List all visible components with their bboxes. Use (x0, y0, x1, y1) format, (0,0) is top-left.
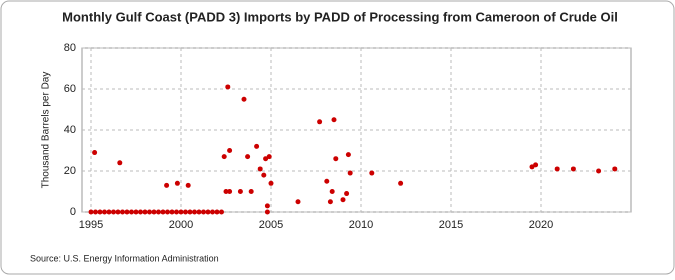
point (344, 191, 350, 197)
point (201, 209, 206, 215)
point (261, 172, 267, 178)
point (329, 189, 335, 194)
point (241, 96, 247, 102)
point (133, 209, 139, 215)
x-tick-label: 2010 (349, 219, 373, 231)
chart-title: Monthly Gulf Coast (PADD 3) Imports by P… (62, 9, 618, 24)
x-tick-label: 2000 (169, 219, 193, 231)
point (196, 209, 202, 215)
point (257, 166, 263, 172)
point (223, 189, 229, 194)
point (156, 209, 161, 215)
point (333, 156, 339, 162)
point (214, 209, 220, 215)
point (398, 180, 404, 186)
point (237, 189, 243, 194)
point (264, 209, 270, 215)
point (554, 166, 560, 172)
point (266, 154, 272, 160)
y-tick-label: 20 (64, 165, 76, 177)
point (117, 160, 123, 166)
point (317, 119, 323, 125)
point (187, 209, 193, 215)
point (124, 209, 130, 215)
point (221, 154, 227, 160)
x-tick-label: 1995 (79, 219, 103, 231)
point (151, 209, 157, 215)
point (331, 117, 337, 123)
point (345, 152, 351, 158)
point (183, 209, 188, 215)
x-tick-label: 2020 (529, 219, 553, 231)
point (570, 166, 576, 172)
point (88, 209, 94, 215)
point (268, 180, 274, 186)
y-tick-label: 60 (64, 83, 76, 95)
point (248, 189, 254, 194)
point (111, 209, 116, 215)
point (106, 209, 112, 215)
point (185, 182, 191, 188)
x-tick-label: 2015 (439, 219, 463, 231)
source: Source: U.S. Energy Information Administ… (30, 253, 219, 263)
point (102, 209, 107, 215)
point (227, 148, 233, 153)
point (533, 162, 539, 168)
point (93, 209, 98, 215)
point (174, 209, 179, 215)
point (340, 197, 346, 203)
point (347, 170, 353, 176)
point (264, 203, 270, 209)
point (142, 209, 148, 215)
point (369, 170, 375, 176)
point (160, 209, 166, 215)
point (210, 209, 215, 215)
point (164, 182, 170, 188)
point (147, 209, 152, 215)
point (225, 84, 231, 90)
point (219, 209, 224, 215)
y-tick-label: 80 (64, 42, 76, 54)
point (324, 178, 330, 184)
y-axis-label: Thousand Barrels per Day (41, 72, 52, 189)
point (245, 154, 251, 160)
point (138, 209, 143, 215)
point (295, 199, 301, 205)
point (596, 168, 602, 174)
point (92, 150, 98, 156)
point (192, 209, 197, 215)
point (165, 209, 170, 215)
point (97, 209, 103, 215)
point (120, 209, 125, 215)
point (254, 143, 260, 149)
point (327, 199, 333, 205)
point (115, 209, 121, 215)
y-tick-label: 0 (70, 206, 76, 218)
point (129, 209, 134, 215)
point (169, 209, 175, 215)
point (612, 166, 618, 172)
point (227, 189, 233, 194)
x-tick-label: 2005 (259, 219, 283, 231)
y-tick-label: 40 (64, 124, 76, 136)
point (205, 209, 211, 215)
point (178, 209, 184, 215)
point (174, 180, 180, 186)
